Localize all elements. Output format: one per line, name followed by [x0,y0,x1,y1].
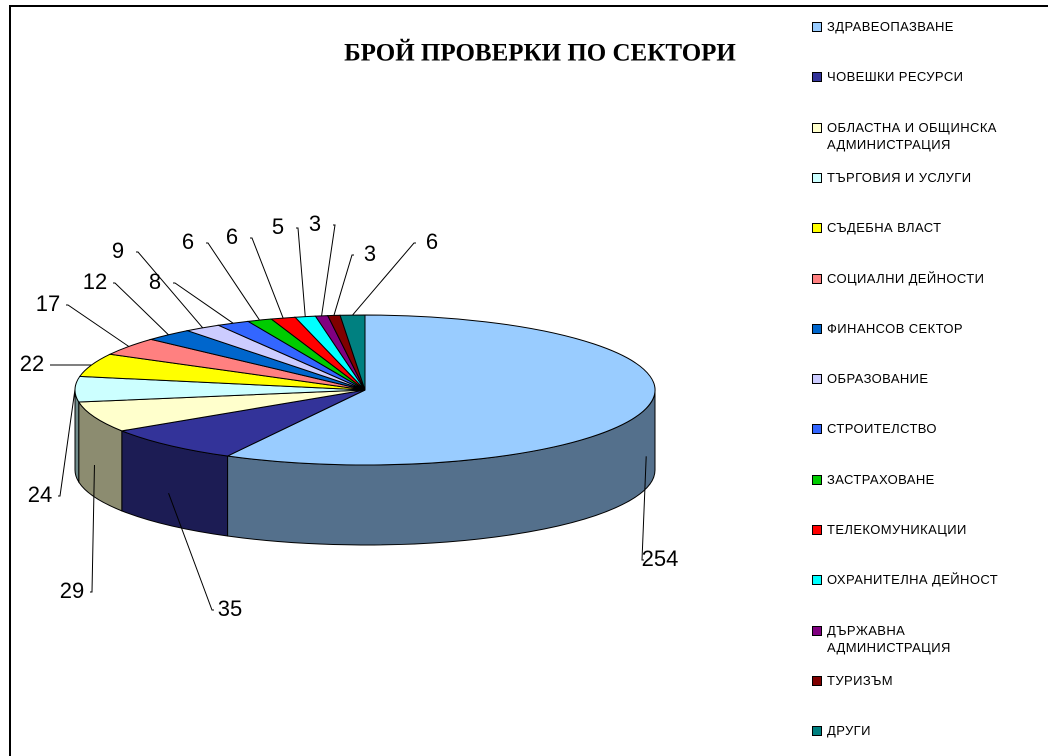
legend-swatch [812,374,822,385]
legend-label: СОЦИАЛНИ ДЕЙНОСТИ [827,270,985,286]
legend-swatch [812,273,822,284]
data-label: 9 [112,238,124,263]
data-label: 35 [218,596,242,621]
legend-item: ДЪРЖАВНА АДМИНИСТРАЦИЯ [812,622,1027,656]
slice [225,314,656,466]
data-label: 6 [226,224,238,249]
leader-line [352,242,416,316]
leader-line [641,456,647,561]
data-label: 6 [182,229,194,254]
legend-swatch [812,675,822,686]
data-label: 12 [83,269,107,294]
legend: ЗДРАВЕОПАЗВАНЕ ЧОВЕШКИ РЕСУРСИ ОБЛАСТНА И … [812,0,1048,756]
legend-label: ТУРИЗЪМ [827,672,893,688]
legend-label: ТЪРГОВИЯ И УСЛУГИ [827,169,972,185]
chart-title: БРОЙ ПРОВЕРКИ ПО СЕКТОРИ [344,39,736,67]
legend-label: ЗДРАВЕОПАЗВАНЕ [827,19,954,34]
legend-label: ОХРАНИТЕЛНА ДЕЙНОСТ [827,572,999,588]
chart-frame [9,5,1048,756]
leader-line [321,224,336,316]
legend-label: ЧОВЕШКИ РЕСУРСИ [827,69,964,85]
data-label: 5 [272,214,284,239]
legend-label: ФИНАНСОВ СЕКТОР [827,320,963,336]
legend-swatch [812,726,822,737]
legend-item: ЗАСТРАХОВАНЕ [812,471,1027,488]
legend-label: ТЕЛЕКОМУНИКАЦИИ [827,522,967,537]
data-label: 3 [309,211,321,236]
legend-swatch [812,172,822,183]
slice-side [74,389,80,484]
legend-item: ЧОВЕШКИ РЕСУРСИ [812,68,1027,85]
leader-line [206,242,260,321]
legend-swatch [812,72,822,83]
leader-line [173,282,234,324]
data-label: 29 [60,578,84,603]
legend-swatch [812,22,822,32]
legend-item: ТЪРГОВИЯ И УСЛУГИ [812,169,1027,186]
leader-line [136,251,204,329]
legend-item: ОБРАЗОВАНИЕ [812,370,1027,387]
leader-line [250,237,284,319]
legend-label: СЪДЕБНА ВЛАСТ [827,220,942,236]
legend-item: ОБЛАСТНА И ОБЩИНСКА АДМИНИСТРАЦИЯ [812,119,1027,153]
legend-item: СТРОИТЕЛСТВО [812,420,1027,437]
leader-line [113,282,169,336]
legend-swatch [812,122,822,133]
data-label: 6 [426,229,438,254]
leader-line [90,465,95,593]
legend-item: ОХРАНИТЕЛНА ДЕЙНОСТ [812,571,1027,588]
legend-swatch [812,525,822,535]
legend-label: ДРУГИ [827,723,871,739]
legend-item: ТУРИЗЪМ [812,672,1027,689]
slice [119,389,366,457]
leader-line [168,492,214,611]
legend-item: ТЕЛЕКОМУНИКАЦИИ [812,521,1027,538]
leader-line [296,227,306,317]
legend-swatch [812,424,822,435]
legend-item: ФИНАНСОВ СЕКТОР [812,320,1027,337]
legend-label: СТРОИТЕЛСТВО [827,421,937,437]
legend-item: ДРУГИ [812,722,1027,739]
legend-item: СОЦИАЛНИ ДЕЙНОСТИ [812,270,1027,287]
legend-label: ОБЛАСТНА И ОБЩИНСКА АДМИНИСТРАЦИЯ [827,119,997,152]
leader-line [66,304,130,347]
slice [77,389,366,432]
leader-line [333,254,354,316]
legend-label: ОБРАЗОВАНИЕ [827,371,929,387]
data-label: 3 [364,241,376,266]
data-label: 254 [642,546,679,571]
legend-swatch [812,474,822,485]
data-label: 22 [20,351,44,376]
data-label: 17 [36,291,60,316]
legend-swatch [812,575,822,586]
legend-swatch [812,323,822,334]
legend-swatch [812,625,822,636]
legend-item: ЗДРАВЕОПАЗВАНЕ [812,18,1027,35]
legend-label: ЗАСТРАХОВАНЕ [827,471,935,487]
data-label: 24 [28,482,52,507]
legend-swatch [812,223,822,234]
leader-line [58,389,76,497]
legend-item: СЪДЕБНА ВЛАСТ [812,219,1027,236]
data-label: 8 [149,269,161,294]
legend-label: ДЪРЖАВНА АДМИНИСТРАЦИЯ [827,622,951,655]
